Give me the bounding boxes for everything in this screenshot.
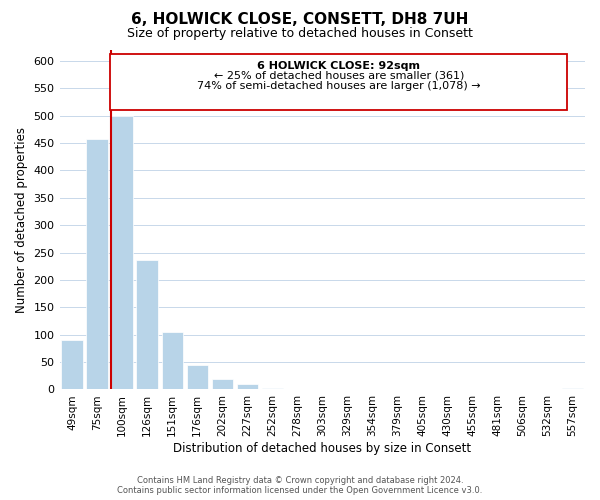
X-axis label: Distribution of detached houses by size in Consett: Distribution of detached houses by size …: [173, 442, 472, 455]
Text: 74% of semi-detached houses are larger (1,078) →: 74% of semi-detached houses are larger (…: [197, 80, 481, 90]
Bar: [236, 384, 258, 390]
Bar: [161, 332, 183, 390]
Bar: [262, 388, 283, 390]
Bar: [562, 388, 583, 390]
Text: ← 25% of detached houses are smaller (361): ← 25% of detached houses are smaller (36…: [214, 71, 464, 81]
Text: Size of property relative to detached houses in Consett: Size of property relative to detached ho…: [127, 28, 473, 40]
Text: Contains HM Land Registry data © Crown copyright and database right 2024.
Contai: Contains HM Land Registry data © Crown c…: [118, 476, 482, 495]
Bar: [112, 116, 133, 390]
Y-axis label: Number of detached properties: Number of detached properties: [15, 126, 28, 312]
Bar: [86, 139, 108, 390]
Bar: [212, 378, 233, 390]
Bar: [61, 340, 83, 390]
Bar: [187, 365, 208, 390]
Text: 6 HOLWICK CLOSE: 92sqm: 6 HOLWICK CLOSE: 92sqm: [257, 61, 421, 71]
Text: 6, HOLWICK CLOSE, CONSETT, DH8 7UH: 6, HOLWICK CLOSE, CONSETT, DH8 7UH: [131, 12, 469, 28]
FancyBboxPatch shape: [110, 54, 568, 110]
Bar: [136, 260, 158, 390]
